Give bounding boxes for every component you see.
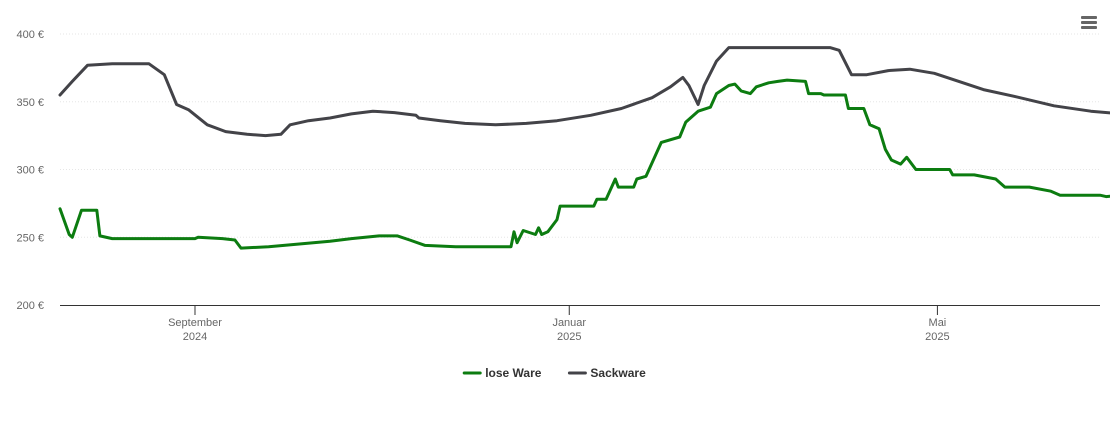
legend-item[interactable]: Sackware <box>567 366 646 380</box>
x-tick-label-year: 2025 <box>557 331 581 343</box>
series-line-lose-ware[interactable] <box>58 78 1110 250</box>
series-line-sackware[interactable] <box>58 46 1110 138</box>
series-lines <box>58 46 1110 250</box>
grid-lines <box>60 33 1100 238</box>
y-tick-label: 200 € <box>16 300 44 312</box>
y-tick-label: 250 € <box>16 232 44 244</box>
x-tick-label-month: September <box>168 317 222 329</box>
y-tick-label: 400 € <box>16 29 44 41</box>
y-axis-labels: 200 € 250 € 300 € 350 € 400 € <box>16 29 44 312</box>
hamburger-menu-icon <box>1081 16 1097 19</box>
hamburger-menu-icon-line <box>1081 26 1097 29</box>
legend-label: Sackware <box>590 366 646 380</box>
chart-menu-button[interactable] <box>1076 10 1102 34</box>
x-tick-label-month: Januar <box>552 317 586 329</box>
legend: lose Ware Sackware <box>462 366 646 380</box>
x-tick-label-month: Mai <box>929 317 947 329</box>
legend-item[interactable]: lose Ware <box>462 366 542 380</box>
x-tick-label-year: 2024 <box>183 331 207 343</box>
y-tick-label: 300 € <box>16 165 44 177</box>
legend-label: lose Ware <box>485 366 542 380</box>
y-tick-label: 350 € <box>16 97 44 109</box>
hamburger-menu-icon-line <box>1081 21 1097 24</box>
x-axis: September 2024 Januar 2025 Mai 2025 <box>60 305 1100 343</box>
x-tick-label-year: 2025 <box>925 331 949 343</box>
